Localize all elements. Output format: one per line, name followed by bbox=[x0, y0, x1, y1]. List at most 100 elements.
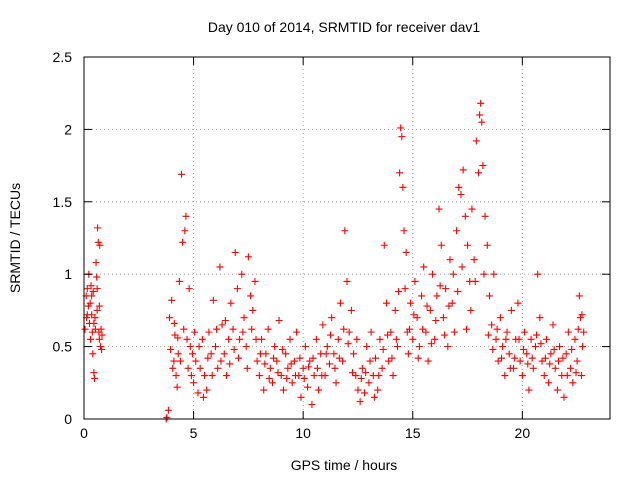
data-point bbox=[340, 325, 348, 333]
data-point bbox=[484, 331, 492, 339]
data-point bbox=[378, 364, 386, 372]
data-point bbox=[446, 256, 454, 264]
data-point bbox=[501, 372, 509, 380]
data-point bbox=[441, 331, 449, 339]
data-point bbox=[319, 321, 327, 329]
data-point bbox=[371, 354, 379, 362]
data-point bbox=[436, 282, 444, 290]
data-point bbox=[396, 169, 404, 177]
data-point bbox=[488, 321, 496, 329]
data-point bbox=[348, 369, 356, 377]
data-point bbox=[268, 379, 276, 387]
data-point bbox=[575, 292, 583, 300]
data-point bbox=[448, 299, 456, 307]
grid-lines bbox=[84, 57, 610, 419]
data-point bbox=[296, 354, 304, 362]
x-tick-label: 10 bbox=[295, 425, 311, 441]
data-point bbox=[170, 319, 178, 327]
data-point bbox=[335, 354, 343, 362]
data-points bbox=[81, 99, 588, 423]
data-point bbox=[560, 393, 568, 401]
data-point bbox=[347, 306, 355, 314]
data-point bbox=[190, 379, 198, 387]
data-point bbox=[574, 325, 582, 333]
data-point bbox=[203, 386, 211, 394]
data-point bbox=[199, 393, 207, 401]
data-point bbox=[534, 270, 542, 278]
data-point bbox=[567, 364, 575, 372]
data-point bbox=[485, 292, 493, 300]
data-point bbox=[208, 372, 216, 380]
data-point bbox=[476, 111, 484, 119]
data-point bbox=[424, 357, 432, 365]
data-point bbox=[536, 314, 544, 322]
data-point bbox=[413, 314, 421, 322]
data-point bbox=[551, 364, 559, 372]
data-point bbox=[176, 357, 184, 365]
data-point bbox=[382, 299, 390, 307]
data-point bbox=[493, 325, 501, 333]
data-point bbox=[301, 343, 309, 351]
data-point bbox=[374, 386, 382, 394]
data-point bbox=[437, 241, 445, 249]
data-point bbox=[87, 335, 95, 343]
data-point bbox=[86, 299, 94, 307]
data-point bbox=[542, 335, 550, 343]
data-point bbox=[357, 374, 365, 382]
data-point bbox=[217, 357, 225, 365]
data-point bbox=[492, 335, 500, 343]
data-point bbox=[471, 277, 479, 285]
data-point bbox=[213, 325, 221, 333]
data-point bbox=[395, 288, 403, 296]
data-point bbox=[427, 340, 435, 348]
data-point bbox=[521, 328, 529, 336]
data-point bbox=[480, 270, 488, 278]
data-point bbox=[457, 191, 465, 199]
data-point bbox=[428, 270, 436, 278]
data-point bbox=[93, 285, 101, 293]
data-point bbox=[433, 292, 441, 300]
data-point bbox=[175, 277, 183, 285]
y-axis-label: SRMTID / TECUs bbox=[7, 183, 23, 293]
data-point bbox=[282, 350, 290, 358]
data-point bbox=[454, 288, 462, 296]
data-point bbox=[365, 379, 373, 387]
data-point bbox=[388, 354, 396, 362]
data-point bbox=[439, 314, 447, 322]
data-point bbox=[305, 363, 313, 371]
data-point bbox=[481, 212, 489, 220]
data-point bbox=[339, 357, 347, 365]
data-point bbox=[235, 354, 243, 362]
data-point bbox=[498, 354, 506, 362]
data-point bbox=[478, 118, 486, 126]
data-point bbox=[540, 372, 548, 380]
data-point bbox=[330, 350, 338, 358]
data-point bbox=[233, 285, 241, 293]
data-point bbox=[407, 299, 415, 307]
data-point bbox=[220, 350, 228, 358]
data-point bbox=[472, 137, 480, 145]
data-point bbox=[290, 357, 298, 365]
x-tick-label: 15 bbox=[405, 425, 421, 441]
data-point bbox=[376, 335, 384, 343]
data-point bbox=[569, 379, 577, 387]
data-point bbox=[546, 360, 554, 368]
data-point bbox=[173, 383, 181, 391]
data-point bbox=[327, 331, 335, 339]
data-point bbox=[458, 263, 466, 271]
data-point bbox=[229, 325, 237, 333]
data-point bbox=[350, 350, 358, 358]
data-point bbox=[470, 256, 478, 264]
data-point bbox=[323, 343, 331, 351]
data-point bbox=[273, 357, 281, 365]
data-point bbox=[89, 350, 97, 358]
data-point bbox=[163, 414, 171, 422]
data-point bbox=[418, 292, 426, 300]
data-point bbox=[266, 364, 274, 372]
data-point bbox=[251, 277, 259, 285]
data-point bbox=[87, 282, 95, 290]
data-point bbox=[196, 364, 204, 372]
data-point bbox=[477, 99, 485, 107]
data-point bbox=[379, 345, 387, 353]
data-point bbox=[249, 306, 257, 314]
